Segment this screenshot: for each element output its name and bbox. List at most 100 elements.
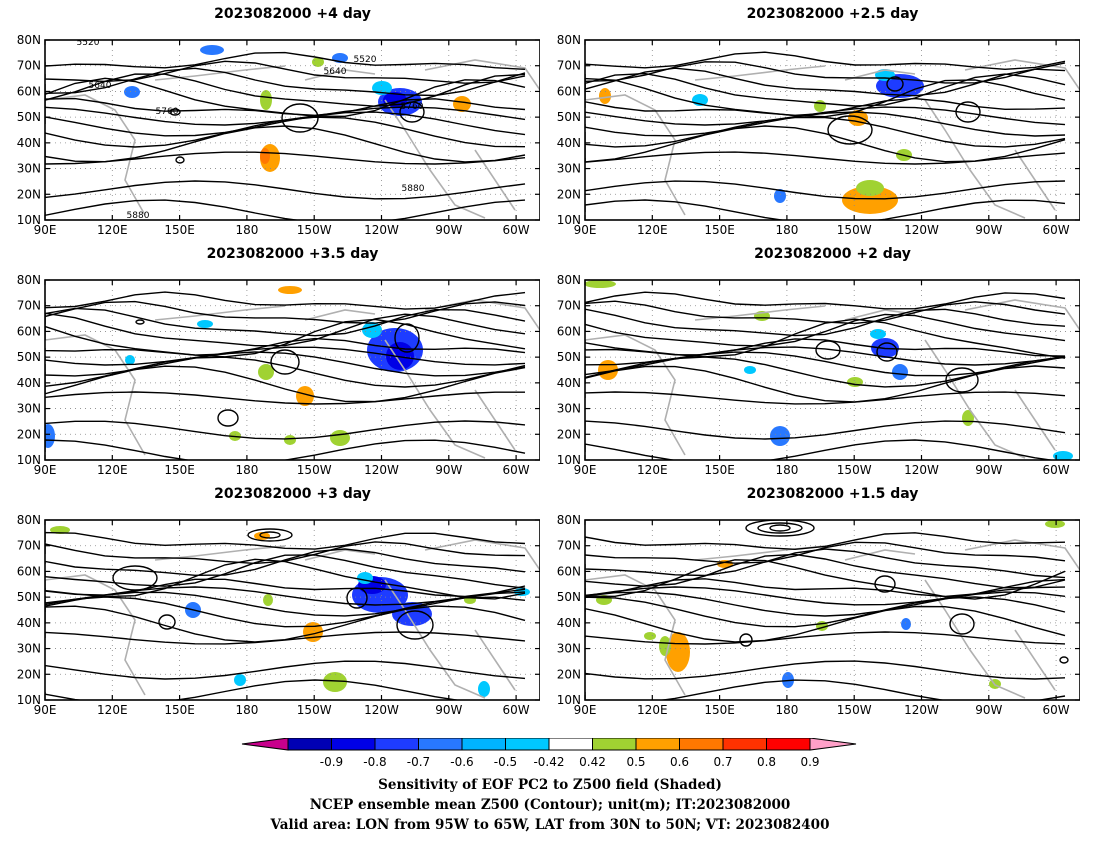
lat-tick-label: 60N <box>17 324 41 338</box>
lon-tick-label: 150E <box>704 223 735 237</box>
z500-contour <box>45 351 526 377</box>
colorbar-segment <box>679 737 724 751</box>
coastline <box>585 574 686 696</box>
sensitivity-shading <box>901 618 911 630</box>
z500-contour-closed <box>399 101 425 123</box>
lat-tick-label: 40N <box>17 136 41 150</box>
z500-contour <box>585 605 1066 643</box>
panel-title: 2023082000 +3 day <box>214 486 371 502</box>
lat-tick-label: 30N <box>17 642 41 656</box>
contour-label: 5520 <box>354 55 377 65</box>
lat-tick-label: 20N <box>557 667 581 681</box>
lon-tick-label: 150E <box>704 703 735 717</box>
lon-tick-label: 180 <box>235 463 258 477</box>
lat-tick-label: 20N <box>17 187 41 201</box>
lon-tick-label: 60W <box>503 223 530 237</box>
z500-contour <box>45 106 526 126</box>
z500-contour <box>45 420 526 440</box>
lon-tick-label: 90W <box>975 223 1002 237</box>
z500-contour <box>45 199 526 220</box>
panel-title: 2023082000 +4 day <box>214 6 371 22</box>
lat-tick-label: 80N <box>557 513 581 527</box>
colorbar-segment <box>505 737 550 751</box>
lat-tick-label: 40N <box>557 616 581 630</box>
coastline <box>844 69 916 81</box>
lat-tick-label: 50N <box>17 350 41 364</box>
z500-contour-closed <box>874 575 896 593</box>
lon-tick-label: 60W <box>1043 703 1070 717</box>
z500-contour <box>45 660 526 680</box>
sensitivity-shading <box>744 366 756 374</box>
lat-tick-label: 10N <box>17 693 41 707</box>
lat-tick-label: 80N <box>17 513 41 527</box>
z500-contour <box>585 660 1066 680</box>
lon-tick-label: 90E <box>34 463 57 477</box>
coastline <box>585 94 686 216</box>
lat-tick-label: 80N <box>17 273 41 287</box>
lon-tick-label: 180 <box>235 703 258 717</box>
z500-contour <box>585 553 1066 589</box>
z500-contour-closed <box>394 323 420 353</box>
z500-contour-closed <box>175 156 185 164</box>
map-panel: 55205520564056405400576057605880588080N7… <box>540 270 1080 495</box>
z500-contour <box>585 308 1066 337</box>
z500-contour-closed <box>654 270 666 275</box>
map-panel: 5520564056405760576058805880588080N70N60… <box>540 30 1080 255</box>
sensitivity-shading <box>779 30 791 37</box>
sensitivity-shading <box>585 280 616 288</box>
lon-tick-label: 120E <box>97 463 128 477</box>
map-svg: 5520 5520 5640 5640 5760 5760 5880 5880 80N 70N 60… <box>17 33 540 237</box>
z500-contour-closed <box>169 108 181 116</box>
coastline <box>304 69 376 81</box>
z500-contour <box>45 180 526 200</box>
z500-contour <box>45 548 526 577</box>
z500-contour <box>45 116 526 148</box>
lon-tick-label: 120E <box>637 223 668 237</box>
lon-tick-label: 90E <box>34 223 57 237</box>
lat-tick-label: 50N <box>557 110 581 124</box>
z500-contour <box>585 541 1066 564</box>
lon-tick-label: 90W <box>975 703 1002 717</box>
coastline <box>1014 389 1056 451</box>
lon-tick-label: 180 <box>775 703 798 717</box>
z500-contour <box>45 554 526 589</box>
z500-contour <box>585 679 1066 700</box>
lon-tick-label: 180 <box>775 223 798 237</box>
z500-contour <box>585 151 1066 165</box>
lat-tick-label: 10N <box>557 693 581 707</box>
z500-contour-closed <box>876 342 898 362</box>
lon-tick-label: 120W <box>904 703 939 717</box>
coastline <box>424 59 540 91</box>
sensitivity-shading <box>1045 520 1065 528</box>
z500-contour <box>585 351 1066 377</box>
lat-tick-label: 10N <box>17 213 41 227</box>
z500-contour <box>45 591 526 617</box>
z500-contour-closed <box>955 101 981 123</box>
coastline <box>964 299 1080 331</box>
sensitivity-shading <box>892 364 908 380</box>
colorbar-label: 0.6 <box>670 755 689 769</box>
z500-contour <box>585 365 1066 403</box>
lon-tick-label: 90E <box>574 463 597 477</box>
lat-tick-label: 60N <box>557 84 581 98</box>
lat-tick-label: 50N <box>557 350 581 364</box>
coastline <box>384 99 486 219</box>
z500-contour <box>585 586 1066 606</box>
z500-contour-closed <box>396 610 434 640</box>
z500-contour <box>585 199 1066 220</box>
sensitivity-shading <box>200 45 224 55</box>
z500-contour-closed <box>158 614 176 630</box>
z500-contour-closed <box>135 319 145 325</box>
colorbar-segment <box>418 737 463 751</box>
z500-contour <box>585 291 1066 310</box>
lat-tick-label: 30N <box>17 402 41 416</box>
lon-tick-label: 120E <box>637 463 668 477</box>
sensitivity-shading <box>362 322 382 338</box>
lat-tick-label: 80N <box>17 33 41 47</box>
lat-tick-label: 10N <box>17 453 41 467</box>
map-panel: 552056405640576057605880588080N70N60N50N… <box>0 270 540 495</box>
sensitivity-shading <box>260 148 270 164</box>
lat-tick-label: 60N <box>557 564 581 578</box>
z500-contour-closed <box>247 528 293 542</box>
lon-tick-label: 150W <box>837 223 872 237</box>
